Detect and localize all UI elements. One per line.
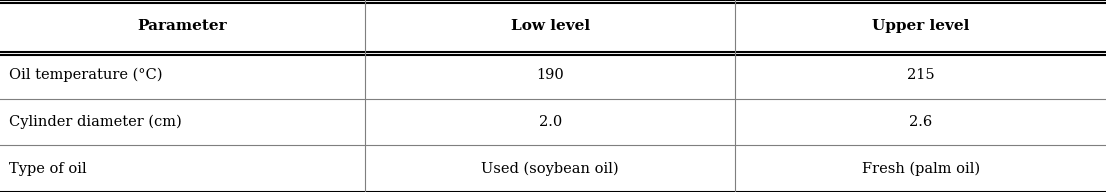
Text: Parameter: Parameter	[137, 19, 228, 33]
Bar	[735, 52, 1106, 98]
Bar	[735, 98, 1106, 145]
Bar	[0, 98, 365, 145]
Bar	[365, 0, 735, 52]
Text: Used (soybean oil): Used (soybean oil)	[481, 161, 619, 176]
Bar	[365, 145, 735, 192]
Text: 2.6: 2.6	[909, 115, 932, 129]
Bar	[365, 52, 735, 98]
Bar	[735, 145, 1106, 192]
Text: Low level: Low level	[511, 19, 589, 33]
Text: Fresh (palm oil): Fresh (palm oil)	[862, 161, 980, 176]
Text: Cylinder diameter (cm): Cylinder diameter (cm)	[9, 115, 181, 129]
Text: 215: 215	[907, 68, 935, 82]
Text: 2.0: 2.0	[539, 115, 562, 129]
Bar	[0, 145, 365, 192]
Text: 190: 190	[536, 68, 564, 82]
Text: Oil temperature (°C): Oil temperature (°C)	[9, 68, 163, 82]
Bar	[0, 0, 365, 52]
Bar	[0, 52, 365, 98]
Bar	[365, 98, 735, 145]
Bar	[735, 0, 1106, 52]
Text: Type of oil: Type of oil	[9, 162, 86, 176]
Text: Upper level: Upper level	[872, 19, 970, 33]
